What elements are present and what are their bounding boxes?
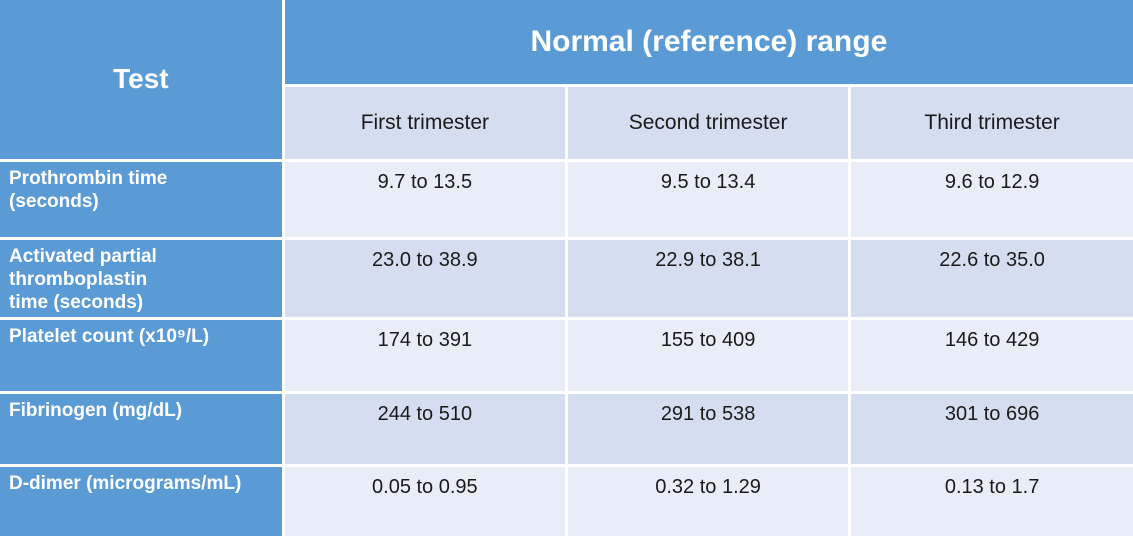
range-value-cell: 0.13 to 1.7: [849, 465, 1133, 539]
range-value-cell: 291 to 538: [566, 392, 852, 467]
range-value-cell: 155 to 409: [566, 318, 852, 394]
normal-range-group-header: Normal (reference) range: [283, 0, 1133, 87]
table-row: Platelet count (x10⁹/L) 174 to 391 155 t…: [0, 318, 1133, 394]
column-header-third-trimester: Third trimester: [849, 85, 1133, 162]
test-name-cell: Activated partial thromboplastin time (s…: [0, 238, 285, 320]
column-header-second-trimester: Second trimester: [566, 85, 852, 162]
range-value-cell: 22.9 to 38.1: [566, 238, 852, 320]
table-row: Prothrombin time (seconds) 9.7 to 13.5 9…: [0, 160, 1133, 240]
range-value-cell: 146 to 429: [849, 318, 1133, 394]
range-value-cell: 9.5 to 13.4: [566, 160, 852, 240]
test-name-cell: Fibrinogen (mg/dL): [0, 392, 285, 467]
test-name-cell: Prothrombin time (seconds): [0, 160, 285, 240]
test-name-cell: Platelet count (x10⁹/L): [0, 318, 285, 394]
table-row: Fibrinogen (mg/dL) 244 to 510 291 to 538…: [0, 392, 1133, 467]
range-value-cell: 22.6 to 35.0: [849, 238, 1133, 320]
table-row: Activated partial thromboplastin time (s…: [0, 238, 1133, 320]
header-row-group: Test Normal (reference) range: [0, 0, 1133, 162]
range-value-cell: 244 to 510: [283, 392, 568, 467]
header-row-trimesters: First trimester Second trimester Third t…: [0, 85, 1133, 162]
range-value-cell: 23.0 to 38.9: [283, 238, 568, 320]
test-name-cell: D-dimer (micrograms/mL): [0, 465, 285, 539]
range-value-cell: 301 to 696: [849, 392, 1133, 467]
table-row: D-dimer (micrograms/mL) 0.05 to 0.95 0.3…: [0, 465, 1133, 539]
column-header-first-trimester: First trimester: [283, 85, 568, 162]
range-value-cell: 174 to 391: [283, 318, 568, 394]
range-value-cell: 9.7 to 13.5: [283, 160, 568, 240]
test-column-header: Test: [0, 0, 285, 162]
range-value-cell: 9.6 to 12.9: [849, 160, 1133, 240]
range-value-cell: 0.32 to 1.29: [566, 465, 852, 539]
range-value-cell: 0.05 to 0.95: [283, 465, 568, 539]
